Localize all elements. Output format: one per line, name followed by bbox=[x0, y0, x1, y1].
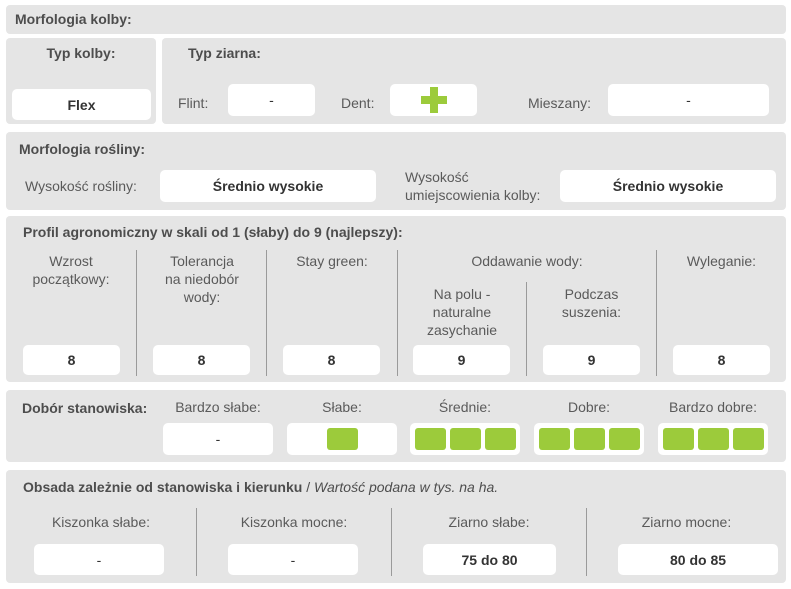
rating-square bbox=[414, 428, 446, 450]
value-wysokosc-kolby: Średnio wysokie bbox=[560, 170, 776, 202]
section-profil-agronomiczny bbox=[6, 216, 786, 382]
label-kiszonka-slabe: Kiszonka słabe: bbox=[51, 514, 151, 530]
rating-square bbox=[697, 428, 729, 450]
label-wzrost-poczatkowy: Wzrost początkowy: bbox=[6, 252, 136, 288]
rating-srednie bbox=[410, 423, 520, 455]
rating-square bbox=[573, 428, 605, 450]
label-ziarno-mocne: Ziarno mocne: bbox=[641, 514, 732, 530]
label-wzrost-line1: Wzrost bbox=[49, 253, 93, 269]
rating-square bbox=[538, 428, 570, 450]
rating-square bbox=[484, 428, 516, 450]
label-wysokosc-rosliny: Wysokość rośliny: bbox=[25, 178, 137, 194]
divider bbox=[266, 250, 267, 376]
rating-bardzo-dobre bbox=[658, 423, 768, 455]
divider bbox=[196, 508, 197, 576]
obsada-title-italic: Wartość podana w tys. na ha. bbox=[313, 479, 499, 495]
rating-slabe bbox=[287, 423, 397, 455]
section-title-obsada: Obsada zależnie od stanowiska i kierunku… bbox=[23, 479, 498, 495]
obsada-title-bold: Obsada zależnie od stanowiska i kierunku bbox=[23, 479, 303, 495]
divider bbox=[586, 508, 587, 576]
value-typ-kolby: Flex bbox=[12, 89, 151, 120]
rating-square bbox=[732, 428, 764, 450]
plus-icon bbox=[420, 87, 447, 113]
value-ziarno-slabe: 75 do 80 bbox=[423, 544, 556, 575]
label-podczas-suszenia: Podczas suszenia: bbox=[527, 285, 656, 321]
label-tolerancja-line3: wody: bbox=[183, 289, 221, 305]
label-wysokosc-kolby-line1: Wysokość bbox=[405, 169, 469, 185]
rating-square bbox=[608, 428, 640, 450]
value-stay-green: 8 bbox=[283, 345, 380, 375]
label-wysokosc-kolby: Wysokość umiejscowienia kolby: bbox=[405, 168, 540, 204]
section-title-dobor: Dobór stanowiska: bbox=[22, 400, 148, 416]
label-na-polu-line2: naturalne bbox=[432, 304, 492, 320]
label-typ-kolby: Typ kolby: bbox=[46, 45, 116, 61]
label-mieszany: Mieszany: bbox=[528, 95, 592, 111]
value-ziarno-mocne: 80 do 85 bbox=[618, 544, 778, 575]
rating-dobre bbox=[534, 423, 644, 455]
divider bbox=[391, 508, 392, 576]
divider bbox=[526, 282, 527, 376]
label-stay-green: Stay green: bbox=[296, 253, 368, 269]
section-title-profil: Profil agronomiczny w skali od 1 (słaby)… bbox=[23, 224, 403, 240]
divider bbox=[136, 250, 137, 376]
label-bardzo-slabe: Bardzo słabe: bbox=[175, 399, 261, 415]
label-dobre: Dobre: bbox=[567, 399, 611, 415]
label-na-polu-line1: Na polu - bbox=[433, 286, 491, 302]
value-flint: - bbox=[228, 84, 315, 116]
label-wysokosc-kolby-line2: umiejscowienia kolby: bbox=[405, 187, 541, 203]
label-na-polu-line3: zasychanie bbox=[426, 322, 498, 338]
label-bardzo-dobre: Bardzo dobre: bbox=[669, 399, 757, 415]
section-title-morfologia-rosliny: Morfologia rośliny: bbox=[19, 141, 145, 157]
label-dent: Dent: bbox=[341, 95, 375, 111]
label-srednie: Średnie: bbox=[438, 399, 492, 415]
value-wyleganie: 8 bbox=[673, 345, 770, 375]
value-mieszany: - bbox=[608, 84, 769, 116]
label-suszenia-line1: Podczas bbox=[564, 286, 619, 302]
section-title-morfologia-kolby: Morfologia kolby: bbox=[15, 11, 132, 27]
label-slabe: Słabe: bbox=[322, 399, 362, 415]
divider bbox=[656, 250, 657, 376]
divider bbox=[397, 250, 398, 376]
label-wyleganie: Wyleganie: bbox=[686, 253, 757, 269]
rating-square bbox=[326, 428, 358, 450]
section-morfologia-kolby-header bbox=[6, 5, 786, 34]
rating-square bbox=[449, 428, 481, 450]
value-wzrost-poczatkowy: 8 bbox=[23, 345, 120, 375]
value-kiszonka-mocne: - bbox=[228, 544, 358, 575]
label-tolerancja-line1: Tolerancja bbox=[170, 253, 234, 269]
value-na-polu: 9 bbox=[413, 345, 510, 375]
value-tolerancja: 8 bbox=[153, 345, 250, 375]
obsada-title-separator: / bbox=[302, 479, 314, 495]
label-tolerancja-line2: na niedobór bbox=[165, 271, 239, 287]
value-bardzo-slabe: - bbox=[163, 423, 273, 455]
label-oddawanie-wody: Oddawanie wody: bbox=[471, 253, 583, 269]
value-wysokosc-rosliny: Średnio wysokie bbox=[160, 170, 376, 202]
label-na-polu: Na polu - naturalne zasychanie bbox=[398, 285, 526, 339]
rating-square bbox=[662, 428, 694, 450]
label-typ-ziarna: Typ ziarna: bbox=[188, 45, 261, 61]
label-suszenia-line2: suszenia: bbox=[561, 304, 622, 320]
label-ziarno-slabe: Ziarno słabe: bbox=[448, 514, 530, 530]
label-flint: Flint: bbox=[178, 95, 209, 111]
value-kiszonka-slabe: - bbox=[34, 544, 164, 575]
label-kiszonka-mocne: Kiszonka mocne: bbox=[240, 514, 348, 530]
label-tolerancja: Tolerancja na niedobór wody: bbox=[137, 252, 267, 306]
value-podczas-suszenia: 9 bbox=[543, 345, 640, 375]
value-dent bbox=[390, 84, 477, 116]
label-wzrost-line2: początkowy: bbox=[32, 271, 110, 287]
